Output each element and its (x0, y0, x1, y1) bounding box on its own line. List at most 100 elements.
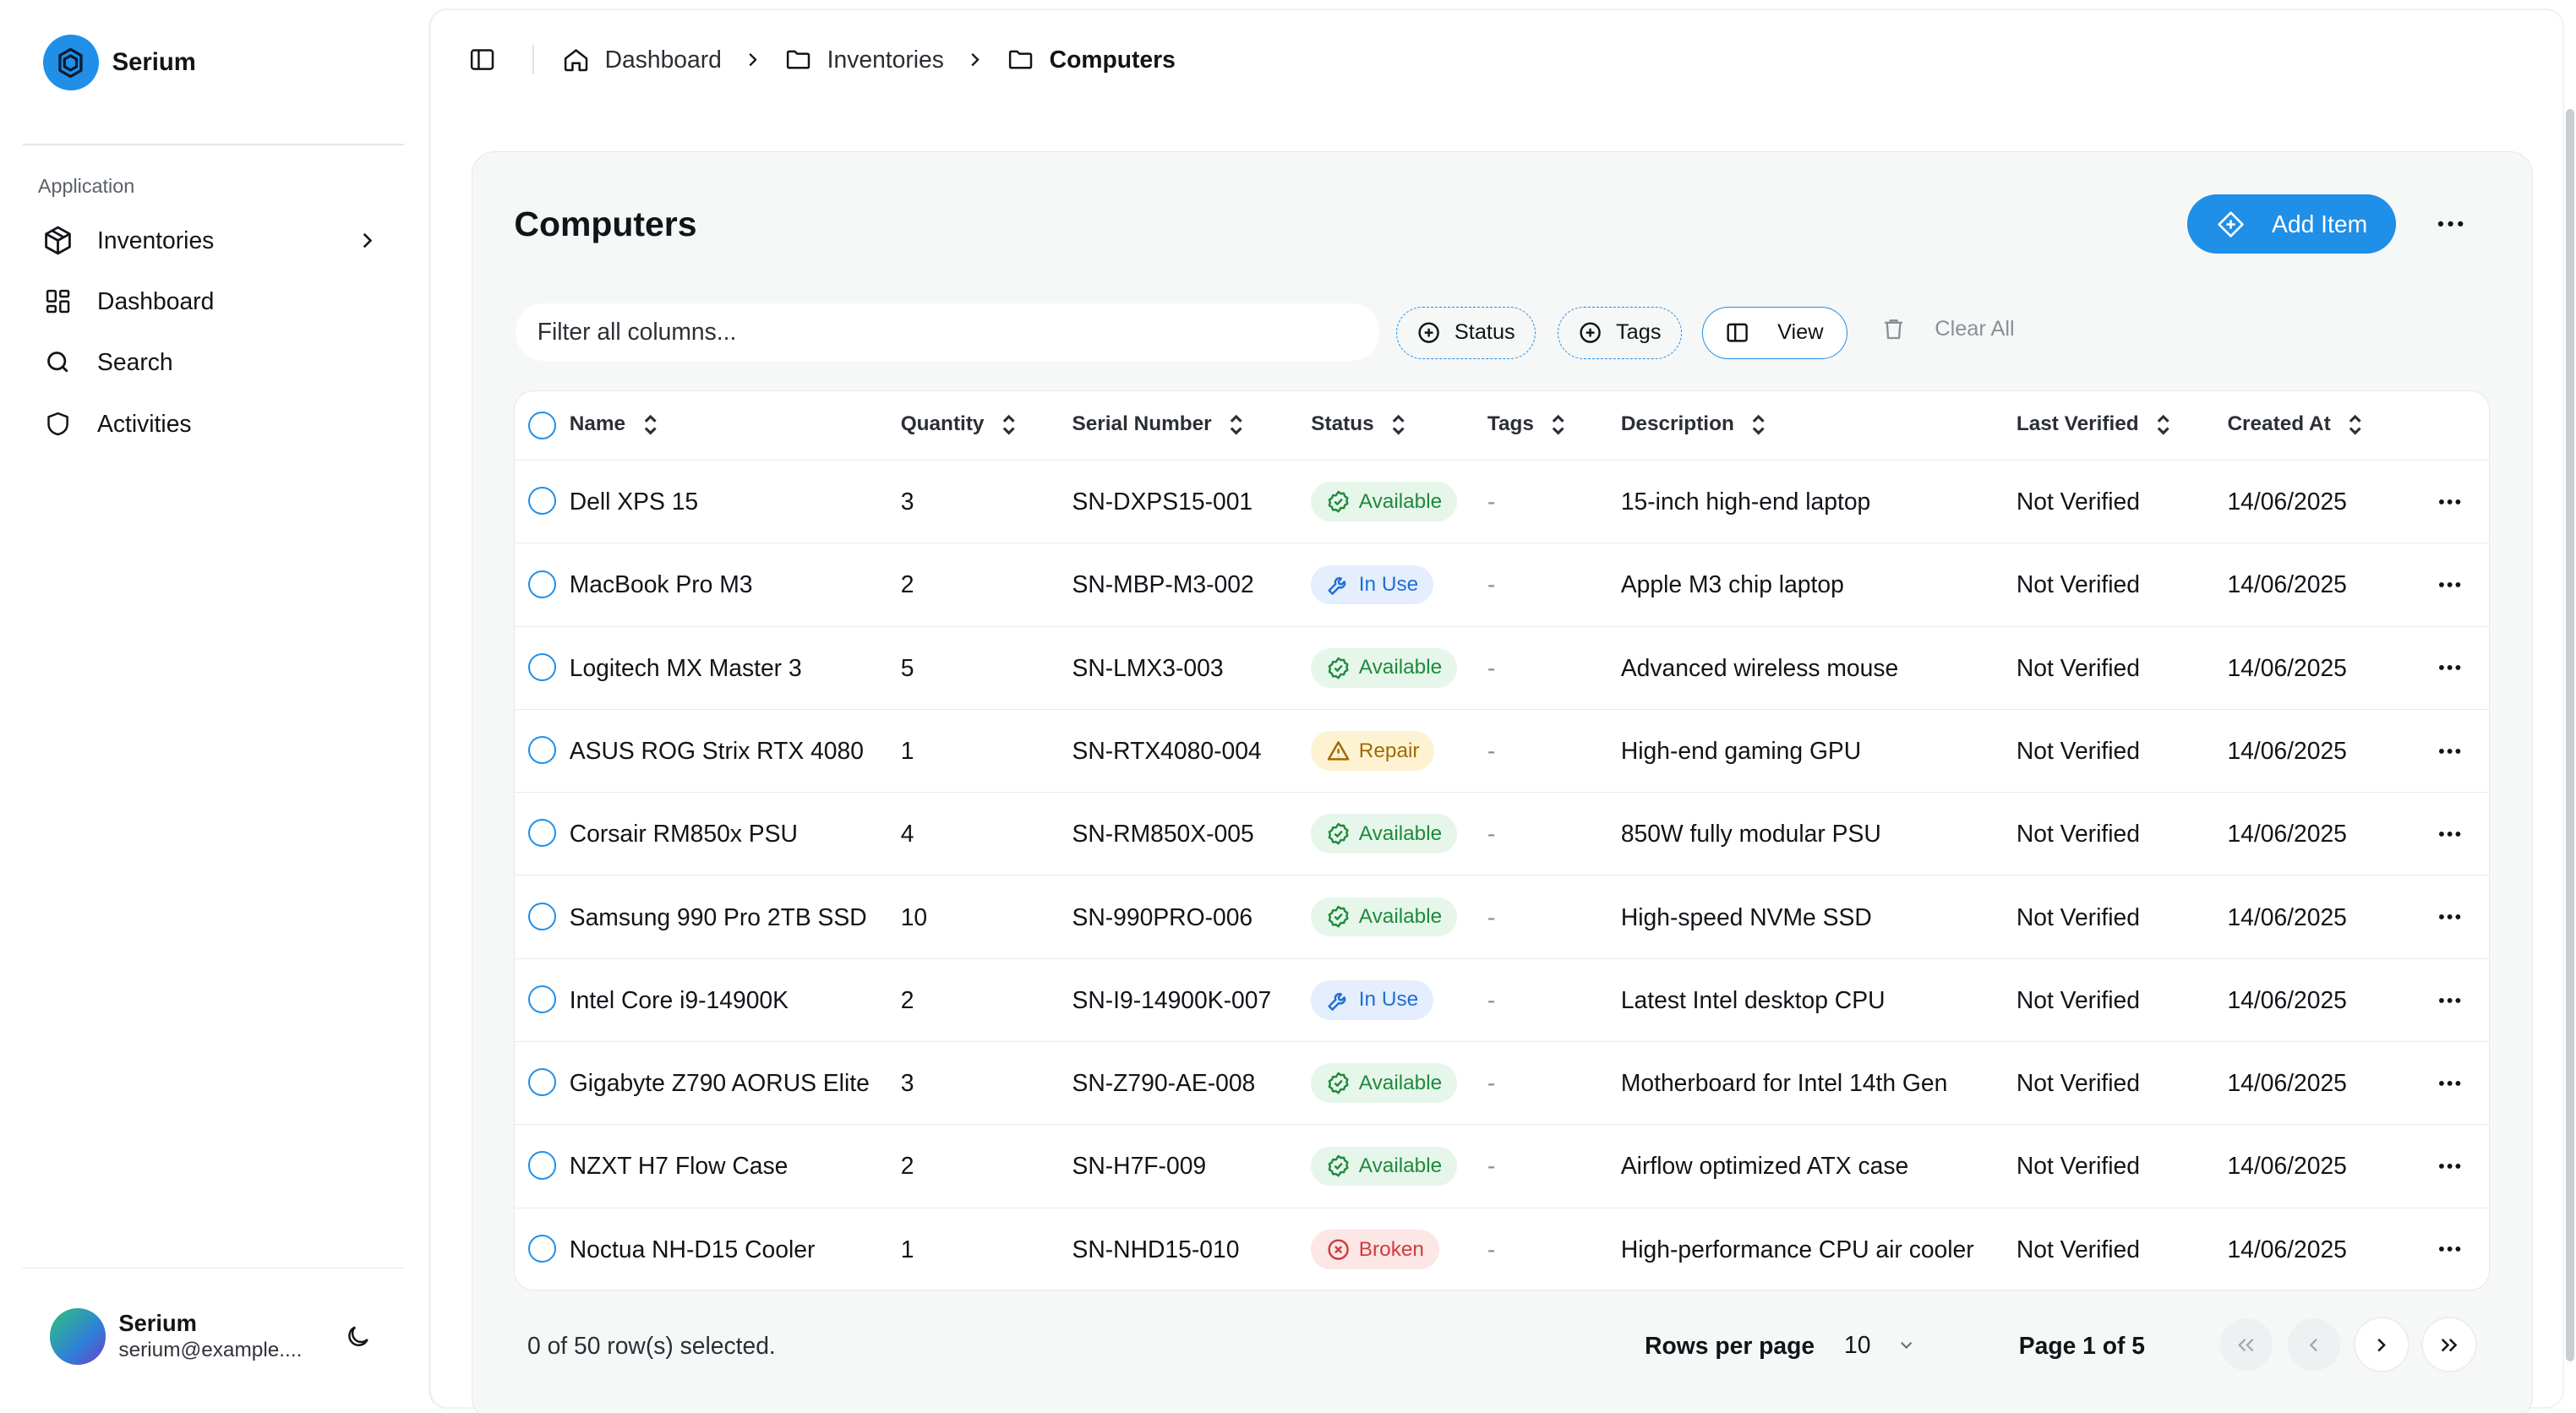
cell-name: MacBook Pro M3 (569, 570, 753, 598)
cell-serial-number: SN-RM850X-005 (1072, 820, 1254, 848)
table-row[interactable]: Dell XPS 15 3 SN-DXPS15-001 Available - 15-in… (515, 461, 2490, 544)
user-menu[interactable]: Serium serium@example.... (49, 1308, 302, 1365)
status-label: Available (1358, 821, 1443, 845)
cell-tags: - (1487, 903, 1496, 930)
row-actions-button[interactable] (2431, 904, 2468, 930)
row-select-checkbox[interactable] (527, 902, 557, 930)
card-more-button[interactable] (2431, 208, 2470, 241)
first-page-button[interactable] (2219, 1318, 2273, 1372)
cell-serial-number: SN-990PRO-006 (1072, 903, 1253, 930)
cell-quantity: 4 (900, 820, 914, 848)
row-actions-button[interactable] (2431, 655, 2468, 681)
cell-quantity: 2 (900, 985, 914, 1013)
home-icon (562, 46, 590, 74)
clear-all-button[interactable]: Clear All (1880, 316, 2015, 342)
last-page-button[interactable] (2422, 1318, 2475, 1372)
column-header-last-verified[interactable]: Last Verified (2017, 412, 2174, 436)
table-row[interactable]: Noctua NH-D15 Cooler 1 SN-NHD15-010 Broken -… (515, 1208, 2489, 1290)
table-row[interactable]: Samsung 990 Pro 2TB SSD 10 SN-990PRO-006 Av… (515, 876, 2490, 959)
table-row[interactable]: MacBook Pro M3 2 SN-MBP-M3-002 In Use - Apple… (515, 543, 2490, 627)
tags-filter-button[interactable]: Tags (1557, 306, 1682, 360)
more-horizontal-icon (2439, 665, 2461, 671)
row-select-checkbox[interactable] (527, 985, 557, 1014)
columns-icon (1725, 320, 1749, 345)
cell-name: Gigabyte Z790 AORUS Elite (569, 1069, 870, 1097)
sort-icon (1548, 413, 1568, 436)
cell-serial-number: SN-H7F-009 (1072, 1152, 1207, 1180)
brand[interactable]: Serium (42, 34, 196, 91)
select-all-checkbox[interactable] (527, 411, 557, 439)
row-actions-button[interactable] (2431, 987, 2468, 1013)
table-row[interactable]: Gigabyte Z790 AORUS Elite 3 SN-Z790-AE-008… (515, 1042, 2490, 1126)
cell-quantity: 3 (900, 1069, 914, 1097)
cell-created-at: 14/06/2025 (2227, 820, 2347, 848)
table-row[interactable]: ASUS ROG Strix RTX 4080 1 SN-RTX4080-004 Re… (515, 710, 2490, 794)
status-filter-button[interactable]: Status (1395, 306, 1536, 360)
column-header-serial-number[interactable]: Serial Number (1072, 412, 1246, 436)
row-select-checkbox[interactable] (527, 819, 557, 848)
sidebar-item-dashboard[interactable]: Dashboard (23, 274, 403, 330)
cell-tags: - (1487, 1069, 1496, 1097)
topbar-divider (532, 44, 534, 74)
cell-serial-number: SN-LMX3-003 (1072, 653, 1224, 681)
column-header-status[interactable]: Status (1311, 412, 1408, 436)
add-item-button[interactable]: Add Item (2186, 194, 2397, 254)
sort-icon (999, 413, 1018, 436)
page-scrollbar[interactable] (2566, 108, 2574, 1361)
column-header-created-at[interactable]: Created At (2227, 412, 2365, 436)
row-select-checkbox[interactable] (527, 1151, 557, 1180)
column-header-tags[interactable]: Tags (1487, 412, 1569, 436)
row-select-checkbox[interactable] (527, 1234, 557, 1263)
row-select-checkbox[interactable] (527, 487, 557, 516)
sidebar-item-inventories[interactable]: Inventories (23, 213, 403, 269)
status-filter-label: Status (1454, 320, 1515, 345)
next-page-button[interactable] (2355, 1318, 2408, 1372)
row-actions-button[interactable] (2431, 738, 2468, 764)
table-row[interactable]: NZXT H7 Flow Case 2 SN-H7F-009 Available - Ai… (515, 1125, 2490, 1208)
row-actions-button[interactable] (2431, 821, 2468, 847)
sidebar-item-activities[interactable]: Activities (23, 396, 403, 451)
rows-per-page-select[interactable]: 10 (1824, 1318, 1940, 1372)
row-actions-button[interactable] (2431, 488, 2468, 515)
column-header-name[interactable]: Name (570, 412, 660, 436)
row-actions-button[interactable] (2431, 1070, 2468, 1096)
cell-created-at: 14/06/2025 (2227, 653, 2347, 681)
row-select-checkbox[interactable] (527, 570, 557, 598)
sort-icon (1389, 413, 1408, 436)
row-select-checkbox[interactable] (527, 1068, 557, 1097)
column-header-description[interactable]: Description (1621, 412, 1769, 436)
theme-toggle-button[interactable] (340, 1318, 376, 1355)
table-row[interactable]: Intel Core i9-14900K 2 SN-I9-14900K-007 In … (515, 959, 2490, 1042)
badge-check-icon (1326, 489, 1351, 514)
table-row[interactable]: Corsair RM850x PSU 4 SN-RM850X-005 Availabl… (515, 793, 2490, 876)
cell-tags: - (1487, 820, 1496, 848)
breadcrumb-inventories[interactable]: Inventories (784, 46, 944, 74)
filter-input[interactable] (516, 303, 1380, 362)
view-options-button[interactable]: View (1702, 306, 1847, 360)
sidebar-group-label: Application (37, 174, 135, 197)
sidebar-item-search[interactable]: Search (23, 335, 403, 390)
table-row[interactable]: Logitech MX Master 3 5 SN-LMX3-003 Availabl… (515, 627, 2490, 710)
breadcrumb-label: Inventories (827, 45, 944, 73)
cell-quantity: 1 (900, 737, 914, 764)
row-actions-button[interactable] (2431, 1236, 2468, 1263)
status-label: Broken (1358, 1237, 1424, 1261)
sidebar-divider (23, 143, 404, 145)
user-name: Serium (118, 1310, 197, 1337)
row-select-checkbox[interactable] (527, 652, 557, 681)
cell-created-at: 14/06/2025 (2227, 903, 2347, 930)
cell-last-verified: Not Verified (2016, 488, 2140, 516)
column-header-quantity[interactable]: Quantity (901, 412, 1019, 436)
previous-page-button[interactable] (2287, 1318, 2340, 1372)
status-badge: Available (1311, 482, 1457, 522)
breadcrumb-label: Computers (1049, 45, 1176, 73)
breadcrumb-dashboard[interactable]: Dashboard (562, 46, 722, 74)
row-select-checkbox[interactable] (527, 736, 557, 765)
cell-quantity: 5 (900, 653, 914, 681)
sidebar-toggle-button[interactable] (468, 45, 498, 74)
cell-serial-number: SN-NHD15-010 (1072, 1236, 1240, 1263)
row-actions-button[interactable] (2431, 1153, 2468, 1179)
row-actions-button[interactable] (2431, 571, 2468, 597)
cell-name: Dell XPS 15 (569, 488, 699, 516)
cell-last-verified: Not Verified (2016, 903, 2140, 930)
